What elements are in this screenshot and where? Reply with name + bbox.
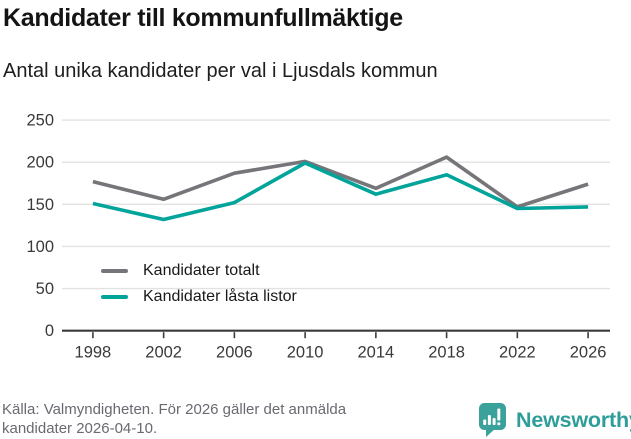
x-tick-label: 2026 <box>570 344 607 362</box>
legend: Kandidater totalt Kandidater låsta listo… <box>101 258 297 310</box>
y-tick-label: 100 <box>26 238 54 256</box>
legend-item-total: Kandidater totalt <box>101 258 297 284</box>
x-tick-label: 1998 <box>75 344 112 362</box>
chart-title: Kandidater till kommunfullmäktige <box>3 4 403 32</box>
x-tick-label: 2006 <box>216 344 253 362</box>
chart-subtitle: Antal unika kandidater per val i Ljusdal… <box>3 60 438 82</box>
x-tick-label: 2010 <box>287 344 324 362</box>
x-tick-label: 2018 <box>428 344 465 362</box>
newsworthy-logo: Newsworthy <box>478 402 631 438</box>
x-tick-label: 2022 <box>499 344 536 362</box>
legend-item-locked-lists: Kandidater låsta listor <box>101 284 297 310</box>
y-tick-label: 50 <box>36 280 54 298</box>
y-tick-label: 250 <box>26 112 54 130</box>
legend-label-total: Kandidater totalt <box>143 262 260 279</box>
series-line-1 <box>92 161 589 222</box>
source-line-2: kandidater 2026-04-10. <box>2 420 158 437</box>
series-line-0 <box>92 155 589 209</box>
x-tick-label: 2002 <box>145 344 182 362</box>
y-tick-label: 150 <box>26 196 54 214</box>
x-tick-label: 2014 <box>358 344 395 362</box>
legend-swatch-total <box>101 269 128 273</box>
legend-swatch-locked-lists <box>101 295 128 299</box>
source-note: Källa: Valmyndigheten. För 2026 gäller d… <box>2 400 346 438</box>
legend-label-locked-lists: Kandidater låsta listor <box>143 288 297 305</box>
y-tick-label: 200 <box>26 154 54 172</box>
newsworthy-icon <box>479 403 506 437</box>
newsworthy-wordmark: Newsworthy <box>516 407 631 432</box>
y-tick-label: 0 <box>45 322 54 340</box>
source-line-1: Källa: Valmyndigheten. För 2026 gäller d… <box>2 401 347 418</box>
